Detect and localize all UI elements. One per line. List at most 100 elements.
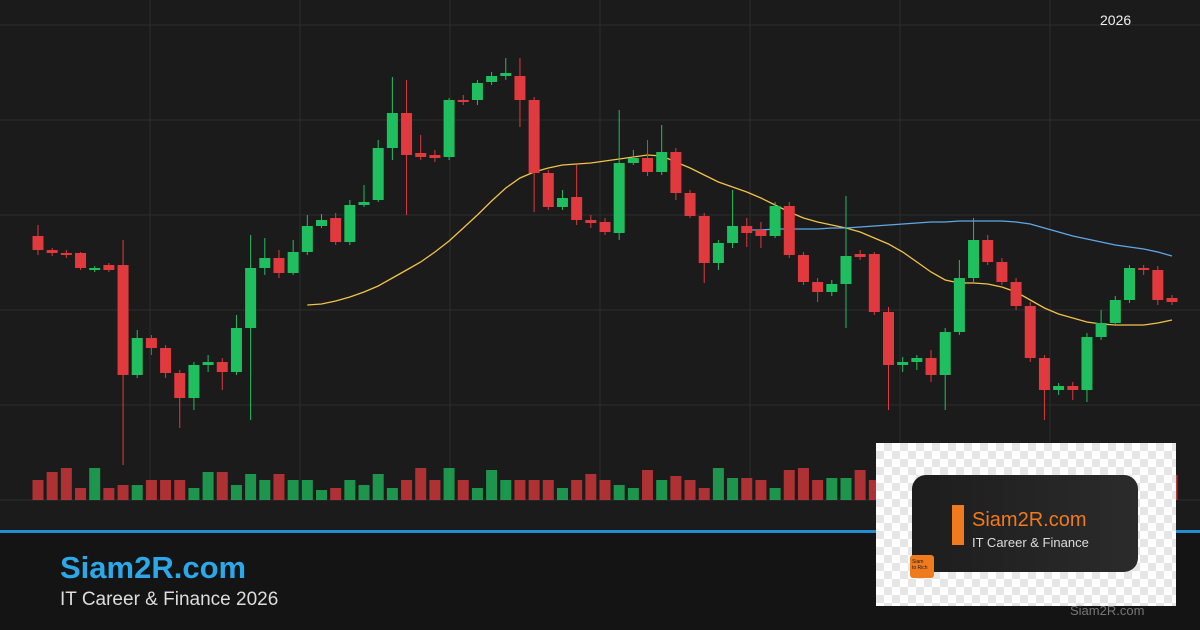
volume-bar: [755, 480, 767, 500]
volume-bar: [656, 480, 668, 500]
volume-bar: [840, 478, 852, 500]
candle-body: [273, 258, 285, 273]
volume-bar: [174, 480, 186, 500]
volume-bar: [415, 468, 427, 500]
candle-body: [1067, 386, 1079, 390]
volume-bar: [344, 480, 356, 500]
candle-body: [160, 348, 172, 373]
volume-bar: [712, 468, 724, 500]
moving-average-line: [746, 220, 1173, 257]
candle-body: [585, 220, 597, 223]
volume-bar: [542, 480, 554, 500]
candle-body: [46, 250, 58, 253]
volume-bar: [287, 480, 299, 500]
candle-body: [996, 262, 1008, 282]
candle-body: [741, 226, 753, 233]
candle-body: [1152, 270, 1164, 300]
candle-body: [883, 312, 894, 365]
volume-bar: [727, 478, 739, 500]
volume-bar: [585, 474, 597, 500]
candle-body: [500, 73, 512, 76]
candle-body: [1038, 358, 1050, 390]
candle-body: [642, 158, 654, 172]
logo-text: to Rich: [912, 565, 928, 571]
candle-body: [840, 256, 852, 284]
volume-bar: [769, 488, 781, 500]
candle-body: [471, 83, 483, 100]
volume-bar: [514, 480, 526, 500]
candle-body: [486, 76, 498, 82]
candle-body: [556, 198, 568, 207]
volume-bar: [471, 488, 483, 500]
volume-bar: [386, 488, 398, 500]
candle-body: [301, 226, 313, 252]
candle-body: [712, 243, 724, 263]
volume-bar: [868, 480, 880, 500]
candle-body: [386, 113, 398, 148]
volume-bar: [783, 470, 795, 500]
candle-body: [1138, 268, 1150, 270]
volume-bar: [160, 480, 172, 500]
volume-bar: [89, 468, 101, 500]
volume-bar: [826, 478, 838, 500]
volume-bar: [358, 485, 370, 500]
card-accent: [952, 505, 964, 545]
candle-body: [103, 265, 115, 270]
volume-bar: [443, 468, 455, 500]
candle-body: [897, 362, 909, 365]
volume-bar: [429, 480, 441, 500]
candle-body: [925, 358, 937, 375]
candle-body: [1166, 298, 1178, 302]
volume-bar: [698, 488, 710, 500]
volume-bar: [273, 474, 285, 500]
candle-body: [372, 148, 384, 200]
candle-body: [1081, 337, 1093, 390]
volume-bar: [259, 480, 271, 500]
volume-bar: [75, 488, 87, 500]
candle-body: [826, 284, 838, 292]
candle-body: [287, 252, 299, 273]
candle-body: [812, 282, 824, 292]
candle-body: [415, 153, 427, 157]
volume-bar: [627, 488, 639, 500]
volume-bar: [571, 480, 583, 500]
candle-body: [769, 206, 781, 236]
candle-body: [1123, 268, 1135, 300]
candle-body: [358, 202, 370, 205]
logo: Siam to Rich: [910, 555, 934, 578]
volume-bar: [741, 478, 753, 500]
volume-bar: [230, 485, 242, 500]
candle-body: [89, 268, 101, 270]
volume-bar: [301, 480, 313, 500]
candle-body: [202, 362, 214, 365]
candle-body: [698, 216, 710, 263]
volume-bar: [103, 488, 115, 500]
candle-body: [797, 255, 809, 282]
candle-body: [429, 155, 441, 158]
candle-body: [627, 158, 639, 163]
candle-body: [868, 254, 880, 312]
candle-body: [542, 173, 554, 207]
volume-bar: [812, 480, 824, 500]
volume-bar: [457, 480, 469, 500]
volume-bar: [330, 488, 342, 500]
candle-body: [1109, 300, 1121, 323]
candle-body: [216, 362, 228, 372]
candle-body: [684, 193, 696, 216]
card-panel: Siam2R.com IT Career & Finance: [912, 475, 1138, 572]
candle-body: [188, 365, 200, 398]
grid: [0, 0, 1200, 501]
volume-bar: [556, 488, 568, 500]
candle-body: [457, 100, 469, 102]
divider: [0, 530, 1200, 533]
footer-subtitle: IT Career & Finance 2026: [60, 589, 279, 610]
volume-bar: [245, 474, 257, 500]
candle-body: [117, 265, 129, 375]
volume-bar: [670, 476, 682, 500]
candle-body: [60, 253, 72, 255]
volume-bar: [613, 485, 625, 500]
volume-bar: [372, 474, 384, 500]
candle-body: [259, 258, 271, 268]
candle-body: [75, 253, 87, 268]
